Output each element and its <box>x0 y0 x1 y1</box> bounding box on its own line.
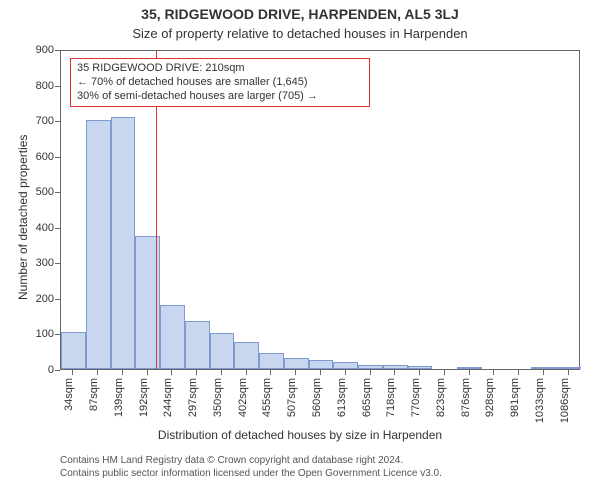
y-tick-label: 700 <box>0 115 54 127</box>
chart-container: 35, RIDGEWOOD DRIVE, HARPENDEN, AL5 3LJ … <box>0 0 600 500</box>
histogram-bar <box>111 117 136 369</box>
x-tick-mark <box>246 370 247 375</box>
credit-text: Contains HM Land Registry data © Crown c… <box>60 454 590 480</box>
x-tick-mark <box>345 370 346 375</box>
x-axis-label: Distribution of detached houses by size … <box>0 428 600 442</box>
y-tick-label: 0 <box>0 364 54 376</box>
histogram-bar <box>383 365 408 369</box>
x-tick-mark <box>444 370 445 375</box>
histogram-bar <box>531 367 556 369</box>
page-subtitle: Size of property relative to detached ho… <box>0 26 600 41</box>
y-tick-mark <box>55 370 60 371</box>
annotation-line-1: 35 RIDGEWOOD DRIVE: 210sqm <box>77 62 363 76</box>
x-tick-mark <box>518 370 519 375</box>
x-tick-mark <box>72 370 73 375</box>
y-tick-label: 800 <box>0 80 54 92</box>
x-tick-mark <box>493 370 494 375</box>
y-tick-label: 400 <box>0 222 54 234</box>
x-tick-mark <box>370 370 371 375</box>
histogram-bar <box>284 358 309 369</box>
x-tick-mark <box>568 370 569 375</box>
histogram-bar <box>333 362 358 369</box>
x-tick-mark <box>295 370 296 375</box>
x-tick-mark <box>419 370 420 375</box>
x-tick-mark <box>469 370 470 375</box>
histogram-bar <box>160 305 185 369</box>
histogram-bar <box>309 360 334 369</box>
histogram-bar <box>210 333 235 369</box>
x-tick-mark <box>196 370 197 375</box>
histogram-bar <box>234 342 259 369</box>
histogram-bar <box>408 366 433 369</box>
annotation-line-2: ← 70% of detached houses are smaller (1,… <box>77 76 363 90</box>
histogram-bar <box>185 321 210 369</box>
x-tick-mark <box>171 370 172 375</box>
y-tick-label: 600 <box>0 151 54 163</box>
x-tick-mark <box>221 370 222 375</box>
x-tick-mark <box>320 370 321 375</box>
histogram-bar <box>358 365 383 369</box>
y-tick-label: 500 <box>0 186 54 198</box>
y-tick-label: 900 <box>0 44 54 56</box>
histogram-bar <box>556 367 581 369</box>
credit-line-1: Contains HM Land Registry data © Crown c… <box>60 454 590 467</box>
annotation-box: 35 RIDGEWOOD DRIVE: 210sqm ← 70% of deta… <box>70 58 370 107</box>
x-tick-mark <box>122 370 123 375</box>
histogram-bar <box>86 120 111 369</box>
credit-line-2: Contains public sector information licen… <box>60 467 590 480</box>
page-title: 35, RIDGEWOOD DRIVE, HARPENDEN, AL5 3LJ <box>0 6 600 22</box>
x-tick-mark <box>394 370 395 375</box>
y-tick-label: 200 <box>0 293 54 305</box>
annotation-line-3: 30% of semi-detached houses are larger (… <box>77 90 363 104</box>
x-tick-mark <box>97 370 98 375</box>
histogram-bar <box>457 367 482 369</box>
y-tick-label: 300 <box>0 257 54 269</box>
x-tick-mark <box>147 370 148 375</box>
y-tick-label: 100 <box>0 328 54 340</box>
histogram-bar <box>61 332 86 369</box>
histogram-bar <box>259 353 284 369</box>
x-tick-mark <box>543 370 544 375</box>
x-tick-mark <box>270 370 271 375</box>
